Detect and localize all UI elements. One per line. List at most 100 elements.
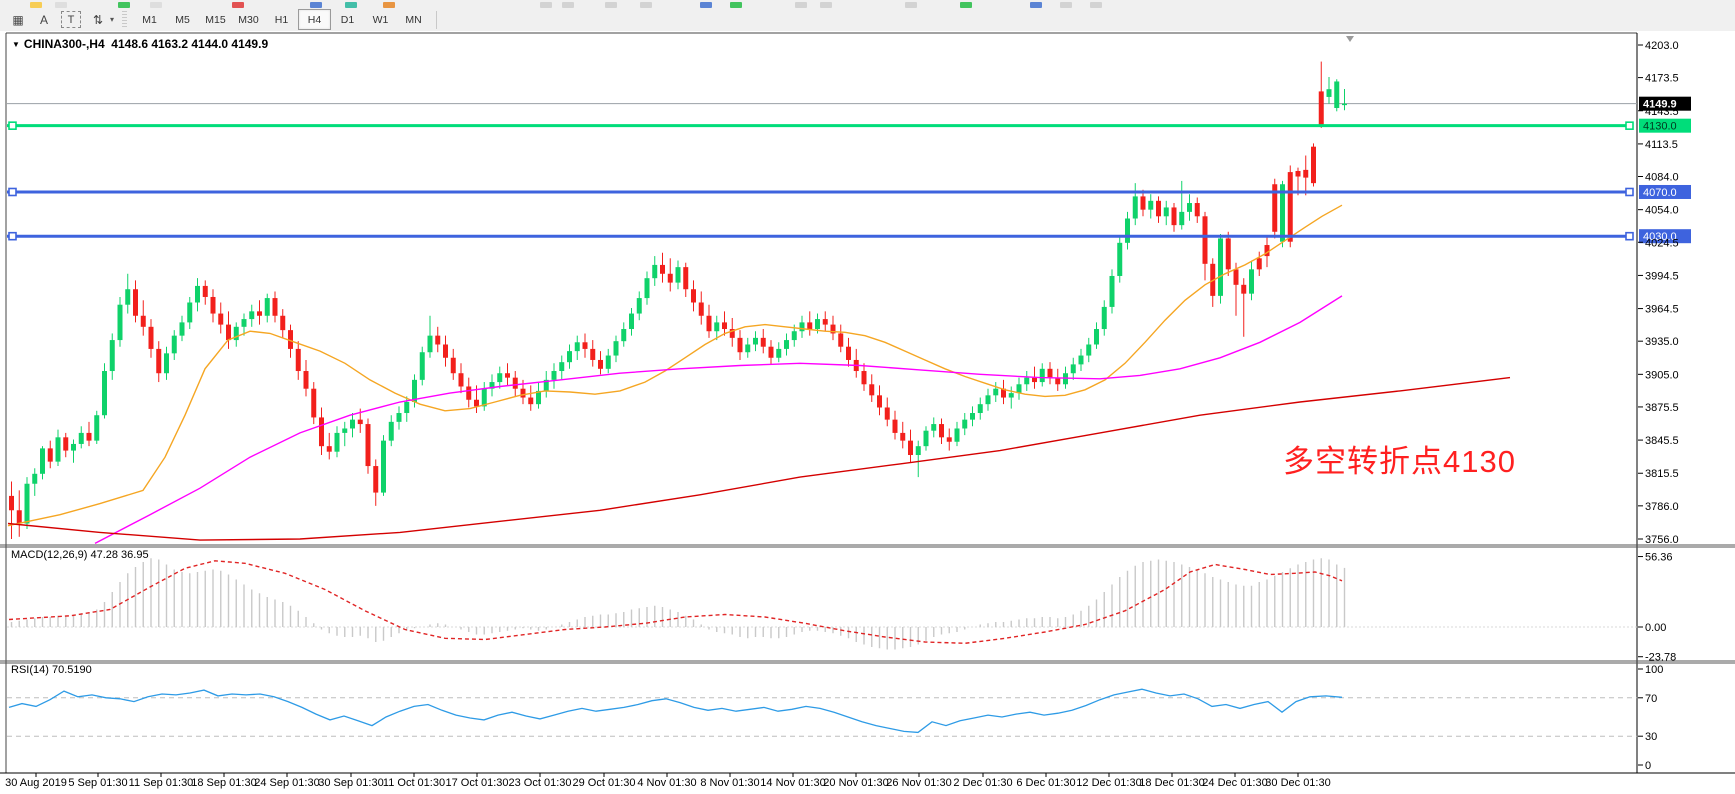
candle (1287, 172, 1293, 242)
clipped-icon[interactable] (345, 2, 357, 8)
clipped-icon[interactable] (730, 2, 742, 8)
candle (884, 407, 890, 420)
candle (1086, 344, 1092, 356)
clipped-icon[interactable] (1060, 2, 1072, 8)
text-box-icon[interactable]: T (61, 11, 81, 28)
svg-text:4030.0: 4030.0 (1643, 231, 1677, 243)
candle (1032, 377, 1037, 383)
candle (1295, 170, 1301, 177)
candle (590, 348, 596, 360)
clipped-icon[interactable] (562, 2, 574, 8)
candle (993, 388, 999, 396)
clipped-icon[interactable] (540, 2, 552, 8)
candle (319, 417, 324, 447)
candle (644, 278, 650, 299)
clipped-icon[interactable] (1030, 2, 1042, 8)
tf-button-D1[interactable]: D1 (340, 13, 355, 26)
candle (776, 348, 782, 358)
candle (1342, 103, 1347, 106)
candle (1233, 269, 1239, 285)
clipped-icon[interactable] (700, 2, 712, 8)
candle (815, 319, 820, 330)
time-tick-label: 14 Nov 01:30 (760, 777, 825, 789)
timeframe-button-group: M1 M5 M15 M30 H1 H4 D1 W1 MN (133, 9, 430, 30)
candle (1187, 203, 1192, 212)
clipped-icon[interactable] (1090, 2, 1102, 8)
chart-annotation-text[interactable]: 多空转折点4130 (1283, 444, 1516, 479)
tf-button-MN[interactable]: MN (405, 13, 422, 26)
time-tick-label: 26 Nov 01:30 (886, 777, 951, 789)
candle (156, 348, 162, 374)
candle (1125, 218, 1130, 243)
candle (1117, 242, 1123, 276)
time-tick-label: 6 Dec 01:30 (1016, 777, 1075, 789)
candle (652, 264, 658, 279)
candle (303, 371, 309, 389)
candle (605, 355, 611, 369)
candle (435, 335, 441, 345)
clipped-icon[interactable] (640, 2, 652, 8)
candle (1109, 275, 1115, 307)
tf-button-M1[interactable]: M1 (142, 13, 157, 26)
clipped-icon[interactable] (118, 2, 130, 8)
snap-grid-icon[interactable]: ▦ (12, 12, 24, 27)
clipped-icon[interactable] (30, 2, 42, 8)
clipped-icon[interactable] (310, 2, 322, 8)
candle (613, 341, 619, 356)
candle (404, 401, 410, 414)
candle (1179, 211, 1185, 226)
candle (636, 298, 642, 314)
clipped-icon[interactable] (232, 2, 244, 8)
candle (412, 379, 417, 402)
candle (148, 326, 154, 349)
ma-mid-magenta (94, 295, 1343, 545)
candle (1272, 184, 1278, 232)
clipped-icon[interactable] (150, 2, 162, 8)
candle (512, 377, 518, 389)
horizontal-lines: 4130.0 4070.0 4030.0 (7, 118, 1691, 244)
candle (365, 424, 371, 467)
candle (536, 390, 541, 405)
ma-slow-darkred-group (7, 376, 1511, 541)
tf-button-W1[interactable]: W1 (372, 13, 389, 26)
candle (373, 466, 379, 493)
clipped-icon[interactable] (383, 2, 395, 8)
candle (334, 432, 340, 452)
candle (962, 419, 968, 429)
clipped-icon[interactable] (960, 2, 972, 8)
clipped-icon[interactable] (605, 2, 617, 8)
clipped-icon[interactable] (55, 2, 67, 8)
text-label-icon[interactable]: A (39, 12, 48, 27)
candle (140, 315, 146, 327)
hline-price-badge (1639, 118, 1691, 133)
tool-dropdown-caret-icon[interactable]: ▾ (110, 15, 115, 24)
tf-button-M5[interactable]: M5 (175, 13, 190, 26)
tf-button-M30[interactable]: M30 (238, 13, 259, 26)
sort-arrows-icon[interactable]: ⇅ (92, 12, 104, 27)
candle (86, 432, 92, 441)
candle (94, 415, 100, 441)
tf-button-M15[interactable]: M15 (205, 13, 226, 26)
time-tick-label: 4 Nov 01:30 (637, 777, 696, 789)
clipped-icon[interactable] (905, 2, 917, 8)
macd-signal-line (8, 560, 1343, 645)
candle (892, 419, 898, 433)
candle (210, 296, 216, 314)
chart-symbol-title[interactable]: ▼ CHINA300-,H4 4148.6 4163.2 4144.0 4149.… (12, 37, 268, 51)
candle (737, 337, 743, 353)
candle (233, 326, 239, 341)
tf-button-H4[interactable]: H4 (298, 9, 332, 30)
time-tick-label: 29 Oct 01:30 (573, 777, 636, 789)
toolbar-grip[interactable] (122, 11, 128, 28)
clipped-icon[interactable] (820, 2, 832, 8)
candle (799, 322, 805, 332)
svg-text:4070.0: 4070.0 (1643, 187, 1677, 199)
clipped-icon[interactable] (795, 2, 807, 8)
candle (946, 437, 952, 442)
symbol-dropdown-icon[interactable]: ▼ (12, 40, 20, 49)
tf-button-H1[interactable]: H1 (274, 13, 289, 26)
candle (1326, 89, 1332, 97)
ma-fast-orange-group (7, 204, 1343, 527)
candle (117, 304, 123, 341)
